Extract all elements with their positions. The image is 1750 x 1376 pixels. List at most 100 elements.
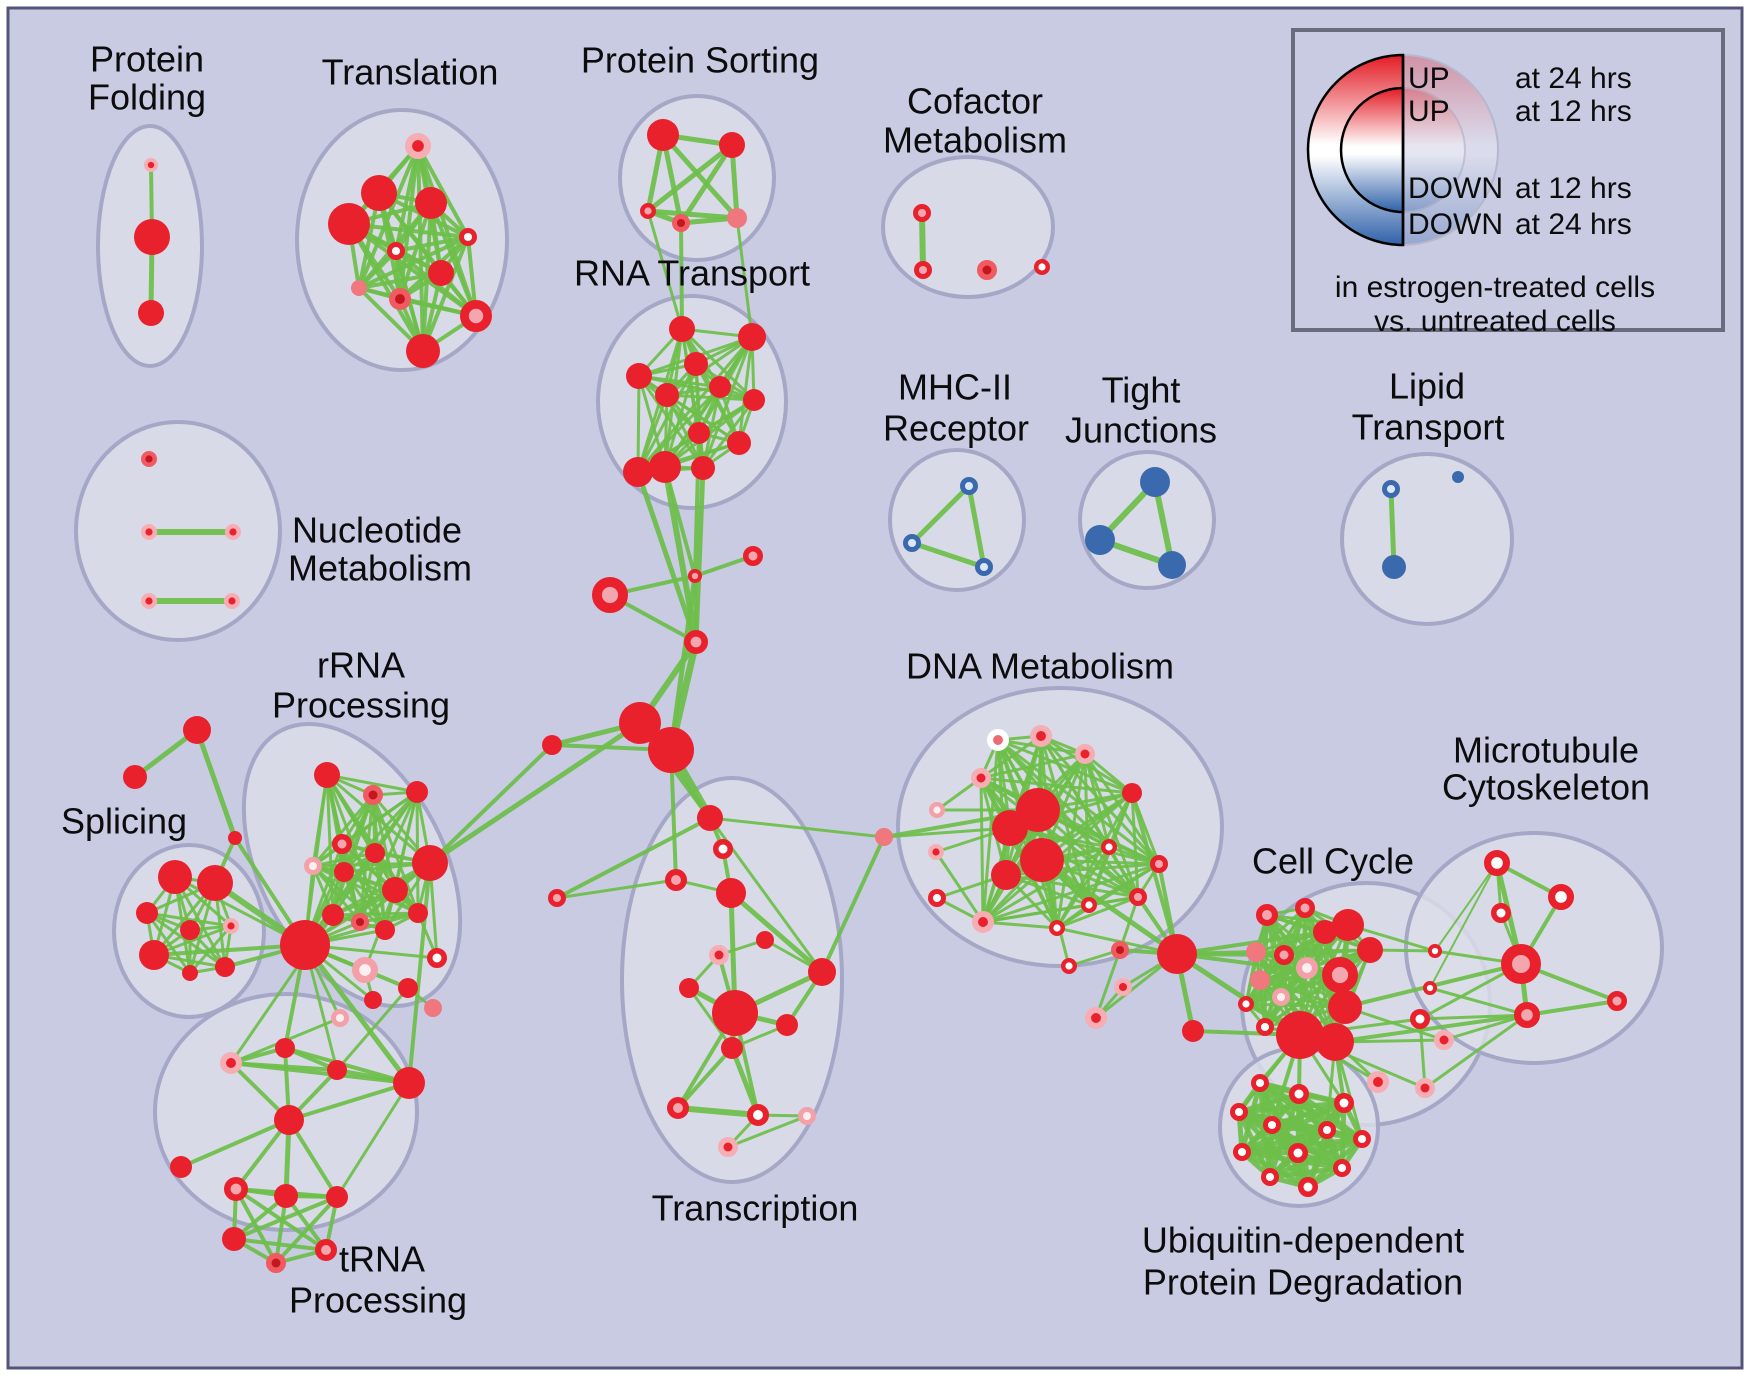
cluster-label: Lipid bbox=[1389, 366, 1465, 407]
node-down-ring bbox=[902, 533, 921, 552]
cluster-label: DNA Metabolism bbox=[906, 646, 1174, 687]
node-up-faint-ring bbox=[331, 1008, 350, 1027]
legend: UP UP DOWN DOWN at 24 hrs at 12 hrs at 1… bbox=[1291, 28, 1725, 338]
cluster-label: Protein Sorting bbox=[581, 40, 819, 81]
network-edge bbox=[820, 835, 886, 974]
cluster-label: Microtubule bbox=[1453, 730, 1639, 771]
node-up-strong bbox=[669, 316, 695, 342]
network-edge bbox=[979, 752, 1087, 780]
cluster-label: Processing bbox=[289, 1280, 467, 1321]
node-up-pink-core bbox=[683, 629, 708, 654]
network-edge bbox=[428, 743, 554, 865]
node-up-pink-halo bbox=[219, 1052, 242, 1075]
network-edge bbox=[1525, 999, 1619, 1017]
node-up-pink-halo bbox=[222, 918, 239, 935]
network-edge bbox=[1094, 948, 1122, 1020]
network-edge bbox=[357, 271, 443, 290]
network-edge bbox=[663, 465, 697, 578]
node-up-strong bbox=[648, 727, 694, 773]
node-up-strong bbox=[655, 383, 679, 407]
node-up-strong bbox=[1332, 909, 1364, 941]
network-edge bbox=[1429, 862, 1498, 989]
node-up-strong bbox=[647, 119, 679, 151]
node-up-strong bbox=[412, 845, 448, 881]
cluster-label: Junctions bbox=[1065, 410, 1217, 451]
node-up-pink-core bbox=[667, 1097, 690, 1120]
cluster-label: Receptor bbox=[883, 408, 1029, 449]
node-up-strong bbox=[719, 132, 745, 158]
node-up-strong bbox=[275, 1038, 295, 1058]
network-edge bbox=[979, 734, 1043, 780]
node-down-solid bbox=[1452, 471, 1464, 483]
network-edge bbox=[194, 727, 238, 841]
node-up-pink-halo bbox=[971, 768, 991, 788]
network-edge bbox=[737, 335, 754, 445]
legend-down-12-label: DOWN bbox=[1408, 172, 1503, 205]
node-down-ring bbox=[1381, 480, 1400, 499]
cluster-label: Splicing bbox=[61, 801, 187, 842]
network-edge bbox=[1055, 926, 1179, 956]
network-edge bbox=[325, 773, 419, 794]
node-up-strong bbox=[626, 363, 652, 389]
node-up-strong bbox=[808, 958, 836, 986]
node-up-pink-halo bbox=[140, 593, 157, 610]
node-up-mild bbox=[424, 999, 442, 1017]
node-up-strong bbox=[180, 920, 200, 940]
network-edge bbox=[693, 431, 701, 578]
node-up-pink-halo bbox=[972, 911, 995, 934]
network-edge bbox=[680, 327, 756, 402]
legend-down-24-time: at 24 hrs bbox=[1515, 208, 1632, 241]
node-up-late-ring bbox=[1289, 1084, 1309, 1104]
node-up-strong bbox=[228, 831, 242, 845]
network-edge bbox=[347, 222, 425, 353]
node-up-late-ring bbox=[1232, 1142, 1251, 1161]
node-up-strong bbox=[364, 991, 382, 1009]
cluster-label: Translation bbox=[322, 52, 499, 93]
cluster-label: Metabolism bbox=[883, 120, 1067, 161]
node-up-pink-core bbox=[592, 577, 629, 614]
node-up-mild bbox=[1246, 942, 1266, 962]
node-up-late-ring bbox=[747, 1104, 770, 1127]
node-up-late-ring bbox=[1410, 1009, 1430, 1029]
node-up-strong bbox=[1157, 934, 1197, 974]
network-edge bbox=[234, 1187, 278, 1265]
network-edge bbox=[1174, 951, 1303, 1038]
node-up-late-ring bbox=[1250, 1073, 1269, 1092]
node-up-pink-core bbox=[912, 204, 931, 223]
network-edge bbox=[981, 920, 1059, 930]
node-up-pink-core bbox=[1256, 904, 1279, 927]
node-up-late-ring bbox=[1100, 839, 1117, 856]
legend-up-24-label: UP bbox=[1408, 62, 1450, 95]
network-edge bbox=[635, 469, 699, 645]
network-edge bbox=[646, 209, 684, 331]
node-up-strong bbox=[716, 878, 746, 908]
network-edge bbox=[555, 878, 678, 900]
node-up-strong bbox=[183, 716, 211, 744]
network-edge bbox=[232, 1195, 339, 1241]
network-edge bbox=[325, 773, 387, 932]
network-edge bbox=[1036, 808, 1161, 866]
node-up-strong bbox=[406, 334, 440, 368]
node-up-faint-ring bbox=[304, 856, 323, 875]
node-up-strong bbox=[334, 862, 354, 882]
network-edge bbox=[678, 142, 735, 226]
network-edge bbox=[357, 144, 420, 290]
cluster-label: Transcription bbox=[652, 1188, 859, 1229]
node-up-strong bbox=[365, 843, 385, 863]
network-edge bbox=[335, 1081, 411, 1199]
network-edge bbox=[1083, 752, 1134, 795]
node-up-strong bbox=[134, 219, 170, 255]
node-up-pink-halo bbox=[718, 1137, 738, 1157]
cluster-ellipse-lipid-transport bbox=[1340, 452, 1514, 626]
node-up-late-ring bbox=[1048, 920, 1065, 937]
node-up-strong bbox=[992, 810, 1028, 846]
node-up-mild bbox=[1250, 970, 1270, 990]
node-up-mild bbox=[351, 280, 367, 296]
network-edge bbox=[145, 911, 192, 975]
node-up-mild bbox=[875, 828, 893, 846]
network-edge bbox=[1039, 857, 1180, 957]
node-up-dark-core bbox=[140, 451, 157, 468]
node-up-strong bbox=[691, 456, 715, 480]
node-up-strong bbox=[406, 781, 428, 803]
